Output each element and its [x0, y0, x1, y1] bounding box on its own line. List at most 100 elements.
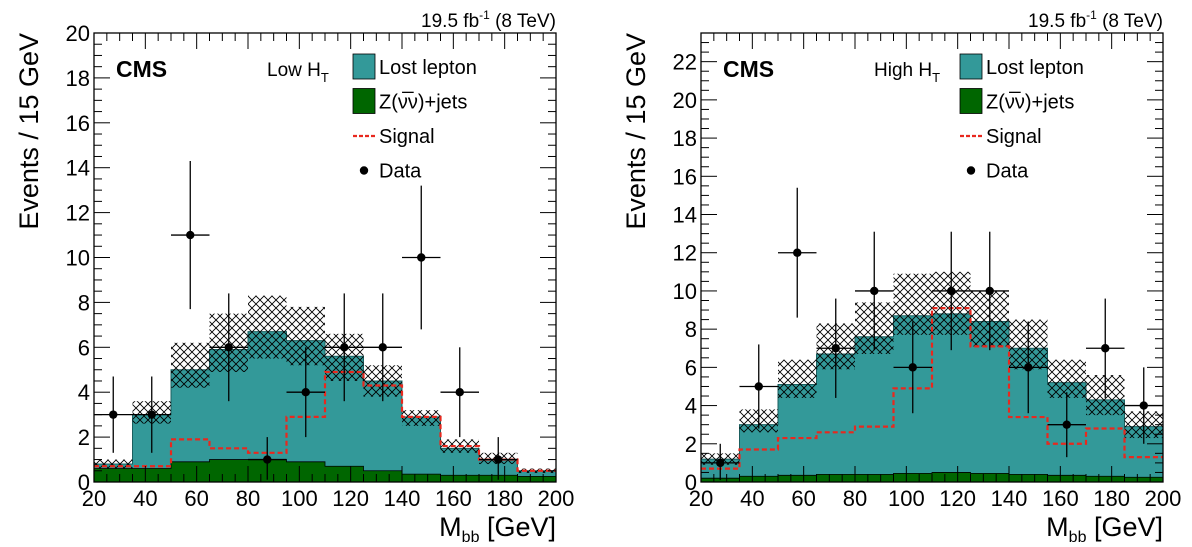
legend-label: Z(ν̅ν)+jets: [986, 91, 1074, 114]
legend-swatch-data: [966, 166, 976, 175]
data-point: [378, 343, 387, 352]
data-point: [947, 286, 956, 296]
z-jets-bar: [816, 474, 855, 482]
z-jets-bar: [1124, 477, 1163, 482]
data-point: [455, 388, 464, 397]
x-tick-label: 20: [82, 486, 106, 511]
y-tick-label: 8: [78, 290, 90, 315]
x-axis-label: Mbb [GeV]: [1046, 512, 1163, 546]
x-tick-label: 80: [843, 486, 867, 511]
x-axis-label: Mbb [GeV]: [439, 512, 556, 546]
x-tick-label: 120: [939, 486, 976, 511]
z-jets-bar: [132, 468, 171, 482]
z-jets-bar: [855, 474, 894, 482]
data-point: [494, 455, 503, 464]
lost-lepton-bar: [855, 336, 894, 482]
legend: Lost lepton Z(ν̅ν)+jets Signal Data: [352, 53, 477, 183]
x-tick-label: 60: [184, 486, 208, 511]
z-jets-bar: [171, 461, 210, 482]
legend-label: Data: [379, 161, 422, 183]
uncertainty-band: [1047, 359, 1086, 398]
data-point: [985, 286, 994, 296]
z-jets-bar: [286, 461, 325, 482]
data-point: [1062, 420, 1071, 429]
z-jets-bar: [363, 470, 402, 482]
z-jets-bar: [778, 475, 817, 482]
y-tick-label: 0: [685, 470, 697, 495]
data-point: [1101, 344, 1110, 353]
data-point: [908, 363, 917, 372]
y-tick-label: 16: [66, 111, 90, 136]
y-tick-label: 16: [673, 164, 697, 189]
z-jets-bar: [893, 473, 932, 482]
y-axis-label: Events / 15 GeV: [621, 33, 651, 230]
x-tick-label: 200: [538, 486, 575, 511]
z-jets-bar: [517, 476, 556, 482]
data-point: [1139, 401, 1148, 410]
x-tick-label: 180: [486, 486, 523, 511]
y-tick-label: 0: [78, 470, 90, 495]
legend-label: Lost lepton: [379, 57, 477, 79]
legend-swatch-z-jets: [352, 88, 376, 114]
legend-label: Signal: [986, 126, 1042, 148]
x-tick-label: 120: [332, 486, 369, 511]
data-point: [186, 230, 195, 240]
chart-panel-left: 0 2 4 6 8 10 12 14 16 18 20 20 40 60 80 100 120 140 160 180…: [14, 8, 574, 546]
uncertainty-band: [402, 410, 441, 426]
uncertainty-band: [778, 359, 817, 398]
x-tick-label: 100: [281, 486, 318, 511]
y-tick-label: 4: [78, 380, 90, 405]
z-jets-bar: [1086, 476, 1125, 482]
y-tick-label: 2: [78, 425, 90, 450]
z-jets-bar: [1009, 474, 1048, 482]
x-tick-label: 140: [384, 486, 421, 511]
legend-swatch-z-jets: [959, 88, 983, 114]
legend-swatch-lost-lepton: [959, 53, 983, 80]
y-tick-label: 10: [673, 279, 697, 304]
x-tick-label: 40: [740, 486, 764, 511]
z-jets-bar: [970, 473, 1009, 482]
legend-label: Z(ν̅ν)+jets: [379, 91, 467, 114]
data-point: [417, 253, 426, 262]
y-tick-label: 20: [673, 88, 697, 113]
y-tick-label: 4: [685, 394, 697, 419]
lumi-label: 19.5 fb-1 (8 TeV): [421, 8, 556, 32]
x-tick-label: 20: [689, 486, 713, 511]
legend-label: Lost lepton: [986, 57, 1084, 79]
experiment-label: CMS: [723, 56, 774, 82]
data-point: [831, 344, 840, 353]
x-tick-label: 60: [791, 486, 815, 511]
data-point: [870, 286, 879, 296]
legend: Lost lepton Z(ν̅ν)+jets Signal Data: [959, 53, 1084, 183]
x-tick-label: 180: [1093, 486, 1130, 511]
y-tick-label: 14: [66, 156, 90, 181]
data-point: [147, 410, 156, 419]
x-tick-label: 200: [1145, 486, 1182, 511]
uncertainty-band: [248, 295, 287, 359]
panel-label: High HT: [874, 60, 940, 85]
y-tick-label: 10: [66, 246, 90, 271]
signal-line: [701, 307, 1163, 470]
x-tick-label: 40: [133, 486, 157, 511]
uncertainty-band: [171, 342, 210, 388]
x-tick-label: 160: [1042, 486, 1079, 511]
data-point: [109, 410, 118, 419]
chart-panel-right: 0 2 4 6 8 10 12 14 16 18 20 22 20 40 60 80 100 120 140 160 1…: [621, 8, 1181, 546]
y-tick-label: 18: [66, 66, 90, 91]
data-point: [754, 382, 763, 391]
z-jets-bar: [739, 476, 778, 482]
experiment-label: CMS: [116, 56, 167, 82]
z-jets-bar: [325, 466, 364, 482]
data-point: [716, 458, 725, 468]
z-jets-bar: [440, 475, 479, 482]
x-tick-label: 160: [435, 486, 472, 511]
signal-line: [94, 370, 556, 472]
z-jets-bar: [1047, 475, 1086, 482]
legend-label: Data: [986, 161, 1029, 183]
y-tick-label: 18: [673, 126, 697, 151]
y-tick-label: 8: [685, 317, 697, 342]
data-point: [340, 343, 349, 352]
data-point: [301, 388, 310, 397]
lost-lepton-bar: [778, 384, 817, 482]
